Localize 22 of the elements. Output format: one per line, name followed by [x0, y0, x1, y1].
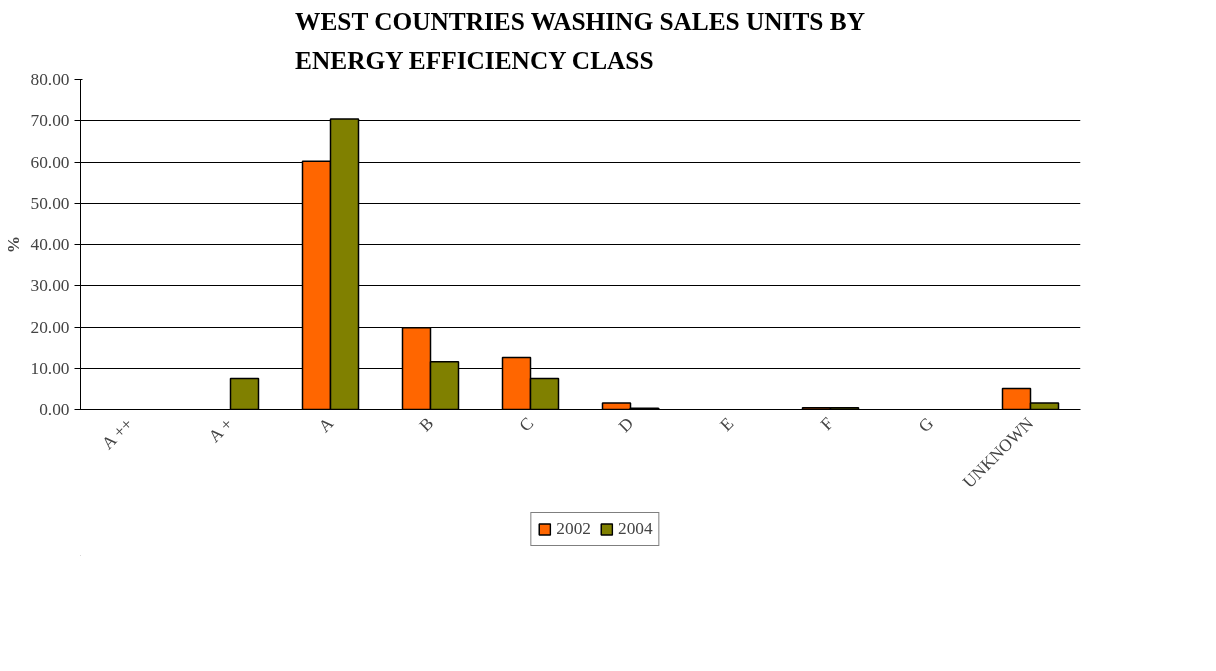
x-tick-label: G [914, 413, 938, 437]
y-tick-label: 70.00 [30, 111, 70, 131]
x-tick-label: C [515, 413, 538, 436]
y-tick-label: 60.00 [30, 152, 70, 172]
y-tick-label: 20.00 [30, 317, 70, 337]
y-tick-label: 80.00 [30, 70, 70, 89]
y-tick-label: 40.00 [30, 235, 70, 254]
x-tick-label: E [716, 413, 738, 435]
y-tick-label: 0.00 [39, 400, 70, 419]
x-tick-label: F [816, 413, 838, 435]
x-tick-label: A + [204, 414, 237, 447]
x-tick-label: B [415, 413, 438, 436]
x-tick-label: A ++ [98, 414, 137, 453]
y-tick-label: 50.00 [30, 193, 70, 213]
chart-title: WEST COUNTRIES WASHING SALES UNITS BY ENERGY EFFICIENCY CLASS [295, 7, 865, 75]
y-axis-title: % [3, 235, 23, 254]
x-tick-label: A [314, 413, 338, 437]
legend-label: 2004 [618, 518, 653, 539]
y-tick-label: 30.00 [30, 276, 70, 296]
y-tick-label: 10.00 [30, 358, 70, 378]
legend-label: 2002 [556, 518, 591, 539]
x-tick-label: D [614, 413, 638, 437]
